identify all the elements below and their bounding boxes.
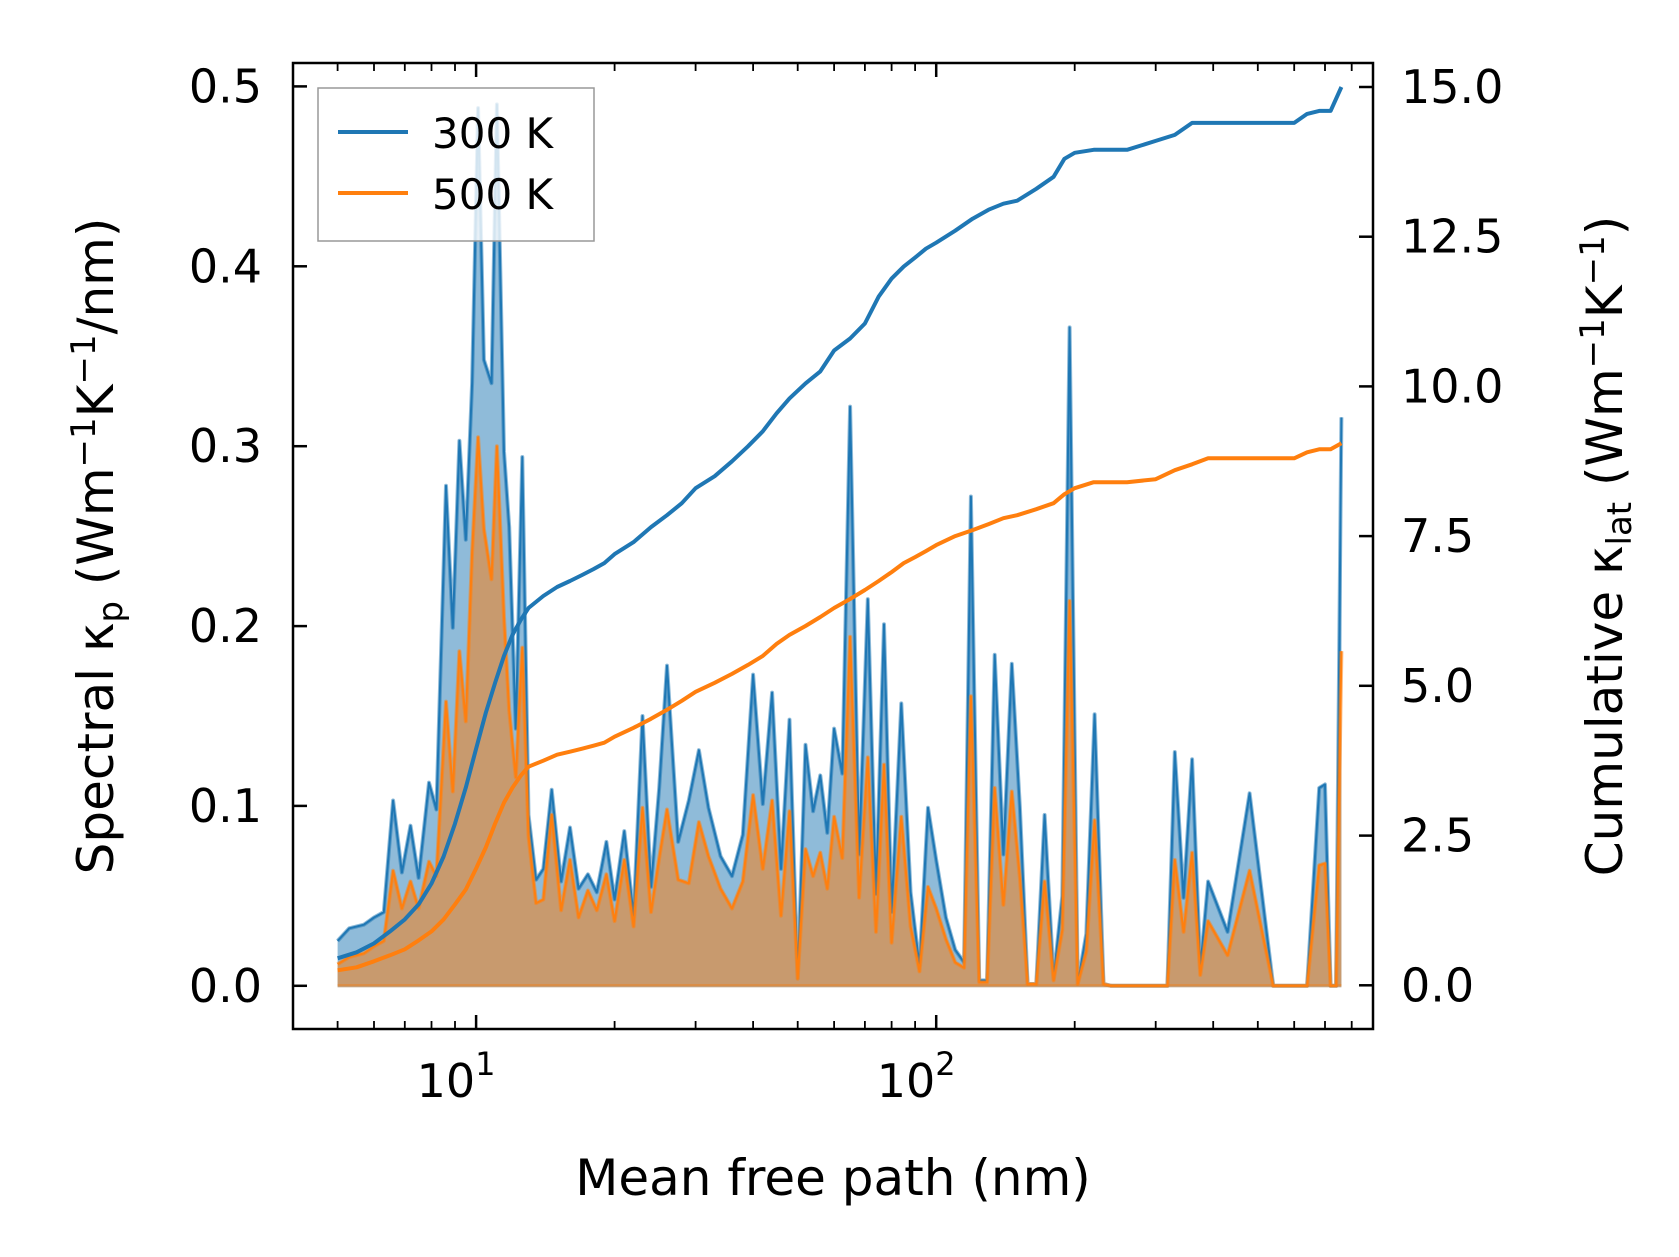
y-left-units-open: (Wm [67, 467, 125, 601]
y-right-tick-label: 15.0 [1401, 60, 1503, 114]
x-tick-exponent: 2 [935, 1045, 955, 1083]
y-right-sup1: −1 [1573, 318, 1613, 368]
legend-box [317, 87, 595, 242]
cumulative-layer [336, 86, 1344, 973]
x-tick-label: 101 [417, 1045, 496, 1108]
axes-frame [291, 61, 1375, 1031]
x-tick-exponent: 1 [475, 1045, 495, 1083]
cumulative-line-300k [336, 86, 1344, 961]
ticks-layer [292, 63, 1373, 1029]
y-right-main: Cumulative κ [1576, 545, 1634, 876]
y-right-sup2: −1 [1573, 235, 1613, 285]
y-left-tick-label: 0.3 [189, 419, 262, 473]
x-tick-base: 10 [417, 1054, 476, 1108]
y-left-units-close: /nm) [67, 218, 125, 335]
x-tick-base: 10 [877, 1054, 936, 1108]
spectral-layer [336, 102, 1344, 988]
y-left-mid: K [67, 383, 125, 417]
y-left-main: Spectral κ [67, 623, 125, 875]
x-axis-label: Mean free path (nm) [575, 1149, 1091, 1207]
y-right-sub: lat [1600, 502, 1640, 546]
y-right-mid: K [1576, 284, 1634, 318]
cumulative-line-500k [337, 441, 1343, 973]
y-left-tick-label: 0.5 [189, 59, 262, 113]
y-left-sub: p [91, 601, 131, 623]
y-left-tick-label: 0.2 [189, 599, 262, 653]
y-left-tick-label: 0.1 [189, 779, 262, 833]
legend-label-300k: 300 K [432, 109, 555, 158]
y-axis-label-right: Cumulative κlat (Wm−1K−1) [1573, 216, 1640, 876]
y-axis-label-left: Spectral κp (Wm−1K−1/nm) [64, 218, 131, 875]
legend: 300 K 500 K [317, 87, 595, 242]
tick-labels: 101 1020.00.10.20.30.40.50.02.55.07.510.0… [189, 59, 1504, 1108]
y-right-tick-label: 12.5 [1401, 210, 1503, 264]
y-right-tick-label: 0.0 [1401, 958, 1474, 1012]
y-right-units-open: (Wm [1576, 368, 1634, 502]
y-right-units-close: ) [1576, 216, 1634, 236]
y-left-tick-label: 0.0 [189, 959, 262, 1013]
spectral-area-500k [337, 437, 1342, 986]
y-right-tick-label: 5.0 [1401, 659, 1474, 713]
y-left-tick-label: 0.4 [189, 239, 262, 293]
legend-label-500k: 500 K [432, 170, 555, 219]
y-left-sup1: −1 [64, 417, 104, 467]
y-right-tick-label: 2.5 [1401, 809, 1474, 863]
y-right-tick-label: 10.0 [1401, 359, 1503, 413]
y-right-tick-label: 7.5 [1401, 509, 1474, 563]
x-tick-label: 102 [877, 1045, 956, 1108]
y-left-sup2: −1 [64, 334, 104, 384]
